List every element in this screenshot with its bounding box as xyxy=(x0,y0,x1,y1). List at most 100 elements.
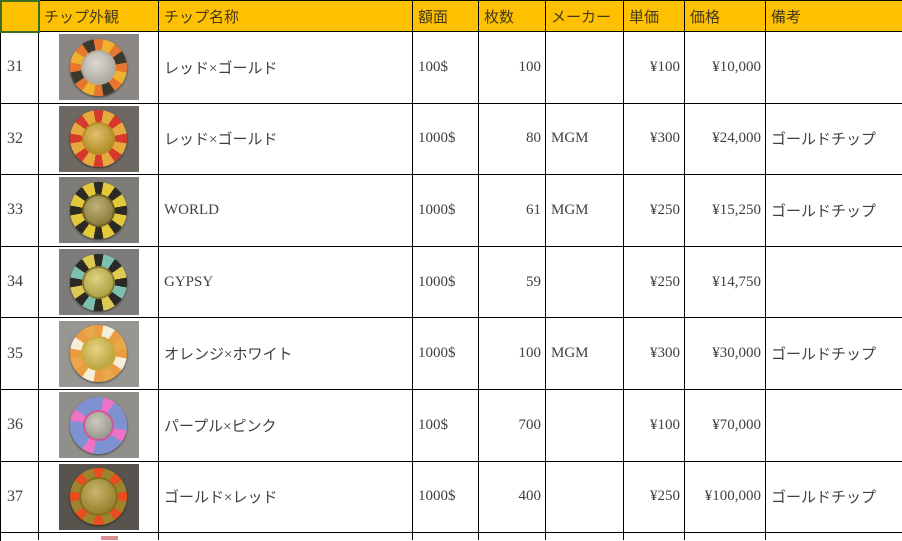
denom-cell[interactable]: 1000$ xyxy=(413,103,479,176)
unit-price-cell[interactable]: ¥300 xyxy=(624,318,685,390)
price-cell[interactable]: ¥30,000 xyxy=(685,318,766,390)
price-cell[interactable]: ¥70,000 xyxy=(685,389,766,462)
table-row: 36 パープル×ピンク 100$ 700 ¥100 ¥70,000 xyxy=(1,389,902,462)
chip-photo[interactable] xyxy=(58,177,139,244)
note-cell[interactable] xyxy=(766,32,902,104)
chip-image xyxy=(70,181,127,239)
header-cell-count[interactable]: 枚数 xyxy=(479,1,546,32)
chip-image xyxy=(70,325,127,383)
denom-cell[interactable]: 100$ xyxy=(413,32,479,104)
maker-cell[interactable] xyxy=(546,246,624,319)
maker-cell[interactable] xyxy=(546,533,624,541)
chip-photo[interactable] xyxy=(58,34,139,101)
header-cell-name[interactable]: チップ名称 xyxy=(159,1,413,32)
row-number-cell[interactable]: 34 xyxy=(1,246,39,319)
price-cell[interactable]: ¥15,250 xyxy=(685,175,766,247)
header-cell-unit[interactable]: 単価 xyxy=(624,1,685,32)
note-cell[interactable] xyxy=(766,246,902,319)
maker-cell[interactable]: MGM xyxy=(546,175,624,247)
chip-image xyxy=(70,253,127,311)
denom-cell[interactable]: 100$ xyxy=(413,389,479,462)
chip-name-cell[interactable]: WORLD xyxy=(159,175,413,247)
header-cell-blank[interactable] xyxy=(1,1,39,32)
unit-price-cell[interactable]: ¥100 xyxy=(624,32,685,104)
chip-name-cell[interactable]: オレンジ×ホワイト xyxy=(159,318,413,390)
chip-photo[interactable] xyxy=(58,320,139,387)
chip-photo[interactable] xyxy=(58,249,139,316)
denom-cell[interactable]: 1000$ xyxy=(413,461,479,534)
count-cell[interactable]: 61 xyxy=(479,175,546,247)
header-cell-image[interactable]: チップ外観 xyxy=(39,1,159,32)
row-number-cell[interactable]: 32 xyxy=(1,103,39,176)
note-cell[interactable] xyxy=(766,389,902,462)
chip-image-cell[interactable] xyxy=(39,389,159,462)
chip-image-cell[interactable] xyxy=(39,175,159,247)
unit-price-cell[interactable]: ¥100 xyxy=(624,389,685,462)
chip-photo[interactable] xyxy=(58,105,139,172)
maker-cell[interactable]: MGM xyxy=(546,318,624,390)
row-number-cell[interactable]: 33 xyxy=(1,175,39,247)
header-cell-maker[interactable]: メーカー xyxy=(546,1,624,32)
chip-image-cell[interactable] xyxy=(39,461,159,534)
unit-price-cell[interactable]: ¥250 xyxy=(624,246,685,319)
unit-price-cell[interactable]: ¥250 xyxy=(624,175,685,247)
row-number-cell[interactable] xyxy=(1,533,39,541)
denom-cell[interactable]: 1000$ xyxy=(413,246,479,319)
chip-image xyxy=(70,396,127,454)
count-cell[interactable] xyxy=(479,533,546,541)
chip-image-cell[interactable] xyxy=(39,103,159,176)
chip-name-cell[interactable]: パープル×ピンク xyxy=(159,389,413,462)
header-row: チップ外観 チップ名称 額面 枚数 メーカー 単価 価格 備考 xyxy=(1,1,902,32)
note-cell[interactable]: ゴールドチップ xyxy=(766,461,902,534)
row-number-cell[interactable]: 35 xyxy=(1,318,39,390)
header-cell-note[interactable]: 備考 xyxy=(766,1,902,32)
chip-name-cell[interactable]: ゴールド×レッド xyxy=(159,461,413,534)
chip-image-cell[interactable] xyxy=(39,246,159,319)
chip-name-cell[interactable]: GYPSY xyxy=(159,246,413,319)
chip-image-cell[interactable] xyxy=(39,533,159,541)
chip-photo[interactable] xyxy=(58,392,139,459)
price-cell[interactable]: ¥24,000 xyxy=(685,103,766,176)
price-cell[interactable]: ¥14,750 xyxy=(685,246,766,319)
count-cell[interactable]: 700 xyxy=(479,389,546,462)
table-row: 32 レッド×ゴールド 1000$ 80 MGM ¥300 ¥24,000 ゴー… xyxy=(1,103,902,176)
count-cell[interactable]: 59 xyxy=(479,246,546,319)
row-number-cell[interactable]: 36 xyxy=(1,389,39,462)
denom-cell[interactable]: 1000$ xyxy=(413,318,479,390)
count-cell[interactable]: 80 xyxy=(479,103,546,176)
row-number-cell[interactable]: 37 xyxy=(1,461,39,534)
chip-name-cell[interactable] xyxy=(159,533,413,541)
chip-image-cell[interactable] xyxy=(39,32,159,104)
note-cell[interactable] xyxy=(766,533,902,541)
chip-photo[interactable] xyxy=(58,463,139,530)
next-chip-photo-sliver xyxy=(101,536,118,541)
chip-name-cell[interactable]: レッド×ゴールド xyxy=(159,103,413,176)
row-number-cell[interactable]: 31 xyxy=(1,32,39,104)
count-cell[interactable]: 100 xyxy=(479,318,546,390)
price-cell[interactable]: ¥100,000 xyxy=(685,461,766,534)
unit-price-cell[interactable]: ¥300 xyxy=(624,103,685,176)
note-cell[interactable]: ゴールドチップ xyxy=(766,175,902,247)
header-cell-price[interactable]: 価格 xyxy=(685,1,766,32)
maker-cell[interactable]: MGM xyxy=(546,103,624,176)
denom-cell[interactable]: 1000$ xyxy=(413,175,479,247)
chip-name-cell[interactable]: レッド×ゴールド xyxy=(159,32,413,104)
note-cell[interactable]: ゴールドチップ xyxy=(766,103,902,176)
count-cell[interactable]: 100 xyxy=(479,32,546,104)
price-cell[interactable]: ¥10,000 xyxy=(685,32,766,104)
maker-cell[interactable] xyxy=(546,389,624,462)
denom-cell[interactable] xyxy=(413,533,479,541)
table-row: 31 レッド×ゴールド 100$ 100 ¥100 ¥10,000 xyxy=(1,32,902,104)
table-row: 35 オレンジ×ホワイト 1000$ 100 MGM ¥300 ¥30,000 … xyxy=(1,318,902,390)
note-cell[interactable]: ゴールドチップ xyxy=(766,318,902,390)
maker-cell[interactable] xyxy=(546,32,624,104)
price-cell[interactable] xyxy=(685,533,766,541)
count-cell[interactable]: 400 xyxy=(479,461,546,534)
unit-price-cell[interactable]: ¥250 xyxy=(624,461,685,534)
maker-cell[interactable] xyxy=(546,461,624,534)
chip-image-cell[interactable] xyxy=(39,318,159,390)
header-cell-denom[interactable]: 額面 xyxy=(413,1,479,32)
chip-image xyxy=(70,38,127,96)
unit-price-cell[interactable] xyxy=(624,533,685,541)
